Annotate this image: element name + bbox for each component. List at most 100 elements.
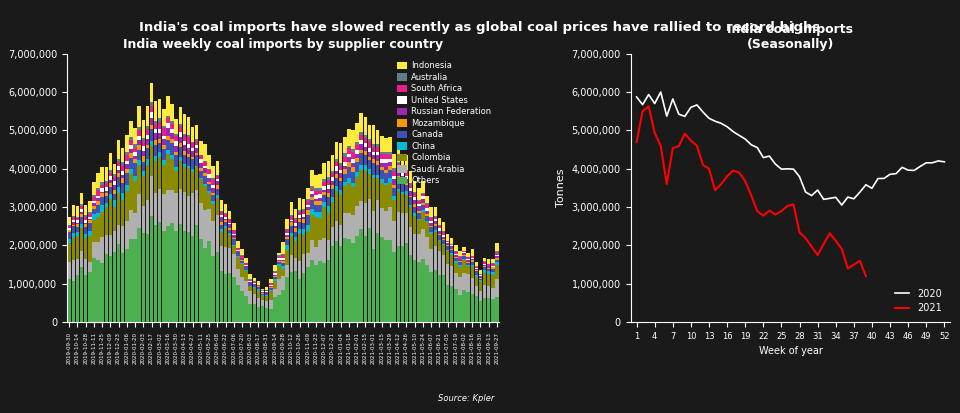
Bar — [154, 128, 157, 133]
Bar — [458, 261, 462, 262]
Bar — [470, 256, 474, 257]
2021 — [776, 209, 787, 214]
Bar — [388, 183, 392, 207]
Bar — [310, 197, 314, 200]
Bar — [474, 277, 478, 286]
Bar — [199, 163, 203, 168]
Bar — [405, 243, 408, 322]
Bar — [421, 259, 424, 322]
Bar — [175, 193, 178, 231]
Bar — [396, 191, 400, 212]
Bar — [240, 260, 244, 261]
Bar — [216, 175, 219, 176]
Bar — [348, 239, 350, 322]
Bar — [319, 173, 322, 188]
Bar — [285, 233, 289, 235]
Bar — [483, 263, 487, 265]
Bar — [112, 177, 116, 181]
Bar — [133, 176, 137, 180]
Bar — [285, 249, 289, 265]
Bar — [351, 159, 355, 163]
Bar — [236, 250, 240, 251]
Bar — [458, 295, 462, 322]
Bar — [467, 274, 469, 292]
Bar — [450, 286, 453, 322]
Bar — [393, 199, 396, 221]
Bar — [105, 197, 108, 203]
Bar — [236, 247, 240, 249]
Bar — [216, 189, 219, 195]
Bar — [458, 277, 462, 295]
Bar — [323, 192, 326, 195]
Bar — [216, 252, 219, 322]
Bar — [314, 188, 318, 191]
Bar — [343, 174, 347, 182]
Bar — [228, 223, 231, 224]
Bar — [306, 253, 309, 267]
Bar — [67, 262, 71, 279]
Bar — [421, 203, 424, 205]
Bar — [487, 271, 491, 273]
Bar — [376, 165, 379, 175]
Bar — [348, 154, 350, 157]
Bar — [306, 207, 309, 210]
Bar — [405, 195, 408, 213]
Bar — [306, 230, 309, 253]
Bar — [76, 275, 80, 322]
Bar — [249, 282, 252, 283]
Bar — [400, 194, 404, 213]
Bar — [285, 235, 289, 237]
Bar — [495, 279, 498, 297]
Bar — [413, 213, 417, 216]
Bar — [236, 257, 240, 269]
Bar — [187, 135, 190, 137]
Bar — [326, 206, 330, 213]
Bar — [330, 181, 334, 185]
Bar — [438, 234, 442, 235]
2020 — [746, 142, 757, 147]
Bar — [191, 128, 194, 142]
Bar — [170, 129, 174, 133]
Bar — [269, 283, 273, 285]
Bar — [249, 283, 252, 285]
Bar — [199, 168, 203, 171]
Bar — [191, 148, 194, 151]
Bar — [146, 166, 149, 200]
Bar — [137, 228, 141, 322]
Bar — [130, 149, 132, 153]
Bar — [364, 154, 367, 165]
Bar — [236, 269, 240, 285]
Bar — [463, 259, 466, 261]
Bar — [343, 169, 347, 174]
Bar — [359, 132, 363, 135]
Bar — [380, 208, 384, 237]
Bar — [269, 287, 273, 288]
Bar — [204, 209, 206, 248]
Bar — [306, 199, 309, 201]
Bar — [216, 214, 219, 252]
Bar — [216, 176, 219, 179]
2021 — [673, 144, 684, 149]
Bar — [232, 223, 235, 230]
Bar — [249, 291, 252, 304]
Bar — [359, 150, 363, 154]
Bar — [421, 199, 424, 203]
Bar — [154, 124, 157, 128]
Bar — [323, 263, 326, 322]
Bar — [130, 153, 132, 158]
Bar — [92, 183, 96, 195]
Bar — [101, 212, 104, 237]
Bar — [133, 144, 137, 148]
Bar — [240, 291, 244, 322]
Bar — [438, 226, 442, 228]
Bar — [121, 253, 125, 322]
Bar — [368, 142, 372, 148]
Bar — [487, 259, 491, 263]
Bar — [269, 309, 273, 322]
Bar — [285, 239, 289, 245]
Bar — [187, 148, 190, 154]
Bar — [101, 192, 104, 193]
Bar — [335, 178, 338, 186]
Bar — [335, 166, 338, 171]
Bar — [154, 145, 157, 156]
